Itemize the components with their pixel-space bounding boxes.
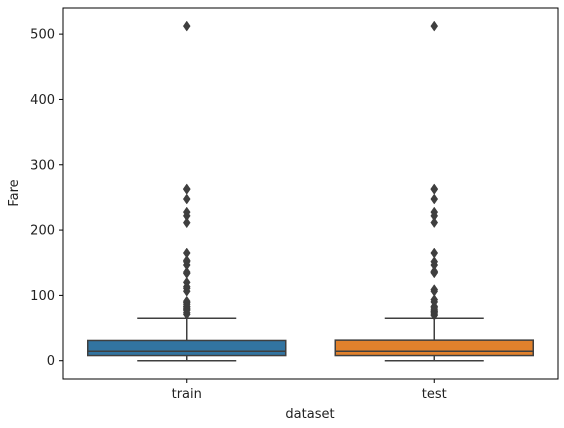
outlier-point [430,206,439,218]
outlier-point [430,284,439,296]
outlier-point [182,276,191,288]
y-tick-label: 100 [30,289,55,304]
y-tick-label: 300 [30,158,55,173]
y-axis: 0 100 200 300 400 500 [30,28,63,369]
outlier-point [182,193,191,205]
outlier-point [430,183,439,195]
iqr-box [87,339,287,357]
x-tick-label-test: test [422,387,447,402]
outlier-point [182,266,191,278]
outlier-point [182,183,191,195]
outlier-point [182,295,191,307]
outlier-point [182,217,191,229]
outlier-point [182,20,191,32]
y-tick-label: 0 [47,354,55,369]
box-series [87,20,534,362]
box-group-train [87,20,287,362]
y-tick-label: 200 [30,224,55,239]
outlier-point [182,255,191,266]
outlier-point [430,294,439,306]
outlier-point [430,256,439,268]
x-axis: train test [172,379,447,402]
outlier-point [430,20,439,32]
x-tick-label-train: train [172,387,202,402]
box-group-test [334,20,534,362]
y-tick-label: 500 [30,28,55,43]
y-tick-label: 400 [30,93,55,108]
outlier-point [182,206,191,218]
plot-frame [62,7,559,380]
x-axis-title: dataset [285,407,334,422]
outlier-point [430,193,439,205]
iqr-box [334,339,534,357]
outlier-point [430,247,439,259]
outlier-point [182,247,191,259]
y-axis-title: Fare [7,179,22,206]
outlier-point [430,217,439,229]
outlier-point [430,265,439,277]
